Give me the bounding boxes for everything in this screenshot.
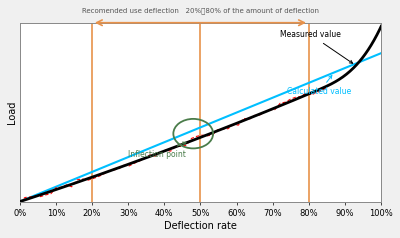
Text: Calculated value: Calculated value [287,75,352,96]
Text: Inflection point: Inflection point [128,142,186,159]
Text: Recomended use deflection   20%～80% of the amount of deflection: Recomended use deflection 20%～80% of the… [82,7,319,14]
X-axis label: Deflection rate: Deflection rate [164,221,237,231]
Text: Measured value: Measured value [280,30,353,63]
Y-axis label: Load: Load [7,100,17,124]
